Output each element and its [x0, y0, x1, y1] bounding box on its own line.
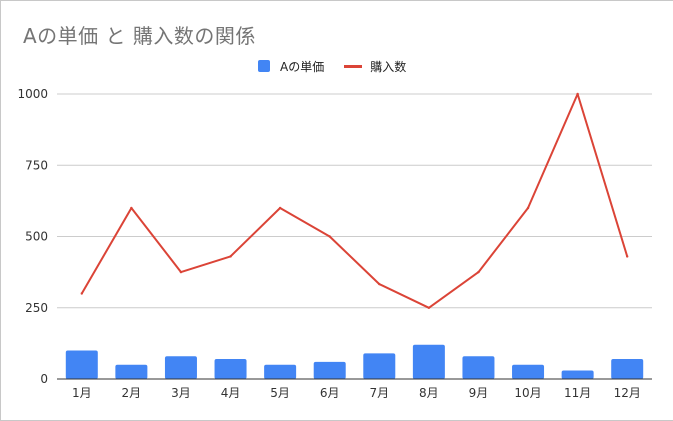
x-tick-label: 9月 — [469, 386, 489, 400]
chart-title: Aの単価 と 購入数の関係 — [23, 24, 256, 48]
x-tick-label: 4月 — [221, 386, 241, 400]
line-point — [179, 270, 183, 274]
x-tick-label: 5月 — [270, 386, 290, 400]
series-line — [80, 93, 629, 309]
bar — [164, 356, 197, 379]
legend-bar-swatch — [258, 60, 270, 72]
line-point — [477, 270, 480, 274]
x-tick-label: 7月 — [369, 386, 389, 400]
bar — [264, 364, 297, 379]
bar — [115, 364, 148, 379]
legend-line-swatch — [344, 64, 363, 68]
line-point — [130, 206, 133, 210]
y-tick-label: 1000 — [17, 87, 48, 101]
x-tick-label: 6月 — [320, 386, 340, 400]
legend-item-line[interactable]: 購入数 — [344, 58, 406, 75]
y-tick-label: 250 — [25, 301, 48, 315]
bar — [412, 344, 445, 379]
line-point — [278, 206, 282, 210]
legend-label-line: 購入数 — [370, 59, 407, 74]
x-tick-label: 11月 — [564, 386, 591, 400]
line-point — [378, 282, 381, 286]
x-tick-label: 12月 — [614, 386, 641, 400]
bar — [512, 364, 545, 379]
x-tick-label: 8月 — [419, 386, 439, 400]
legend-item-bar[interactable]: Aの単価 — [258, 58, 324, 75]
chart-legend[interactable]: Aの単価 購入数 — [258, 57, 426, 75]
line-point — [328, 235, 331, 238]
bar — [561, 370, 594, 379]
line-point — [229, 255, 232, 258]
x-tick-label: 10月 — [514, 386, 541, 400]
bar — [462, 356, 495, 379]
line-point — [576, 92, 579, 96]
line-point — [80, 292, 83, 295]
x-tick-label: 2月 — [122, 386, 142, 400]
line-point — [626, 255, 629, 258]
y-tick-label: 0 — [40, 372, 48, 386]
y-tick-label: 750 — [25, 158, 48, 172]
y-tick-label: 500 — [25, 230, 48, 244]
bar — [363, 353, 396, 379]
x-tick-label: 3月 — [171, 386, 191, 400]
bar — [214, 359, 247, 379]
line-point — [427, 306, 431, 309]
bar — [313, 361, 346, 379]
legend-label-bar: Aの単価 — [280, 59, 325, 74]
x-tick-label: 1月 — [72, 386, 92, 400]
bar — [611, 359, 644, 379]
bar — [65, 350, 98, 379]
line-point — [526, 206, 530, 210]
